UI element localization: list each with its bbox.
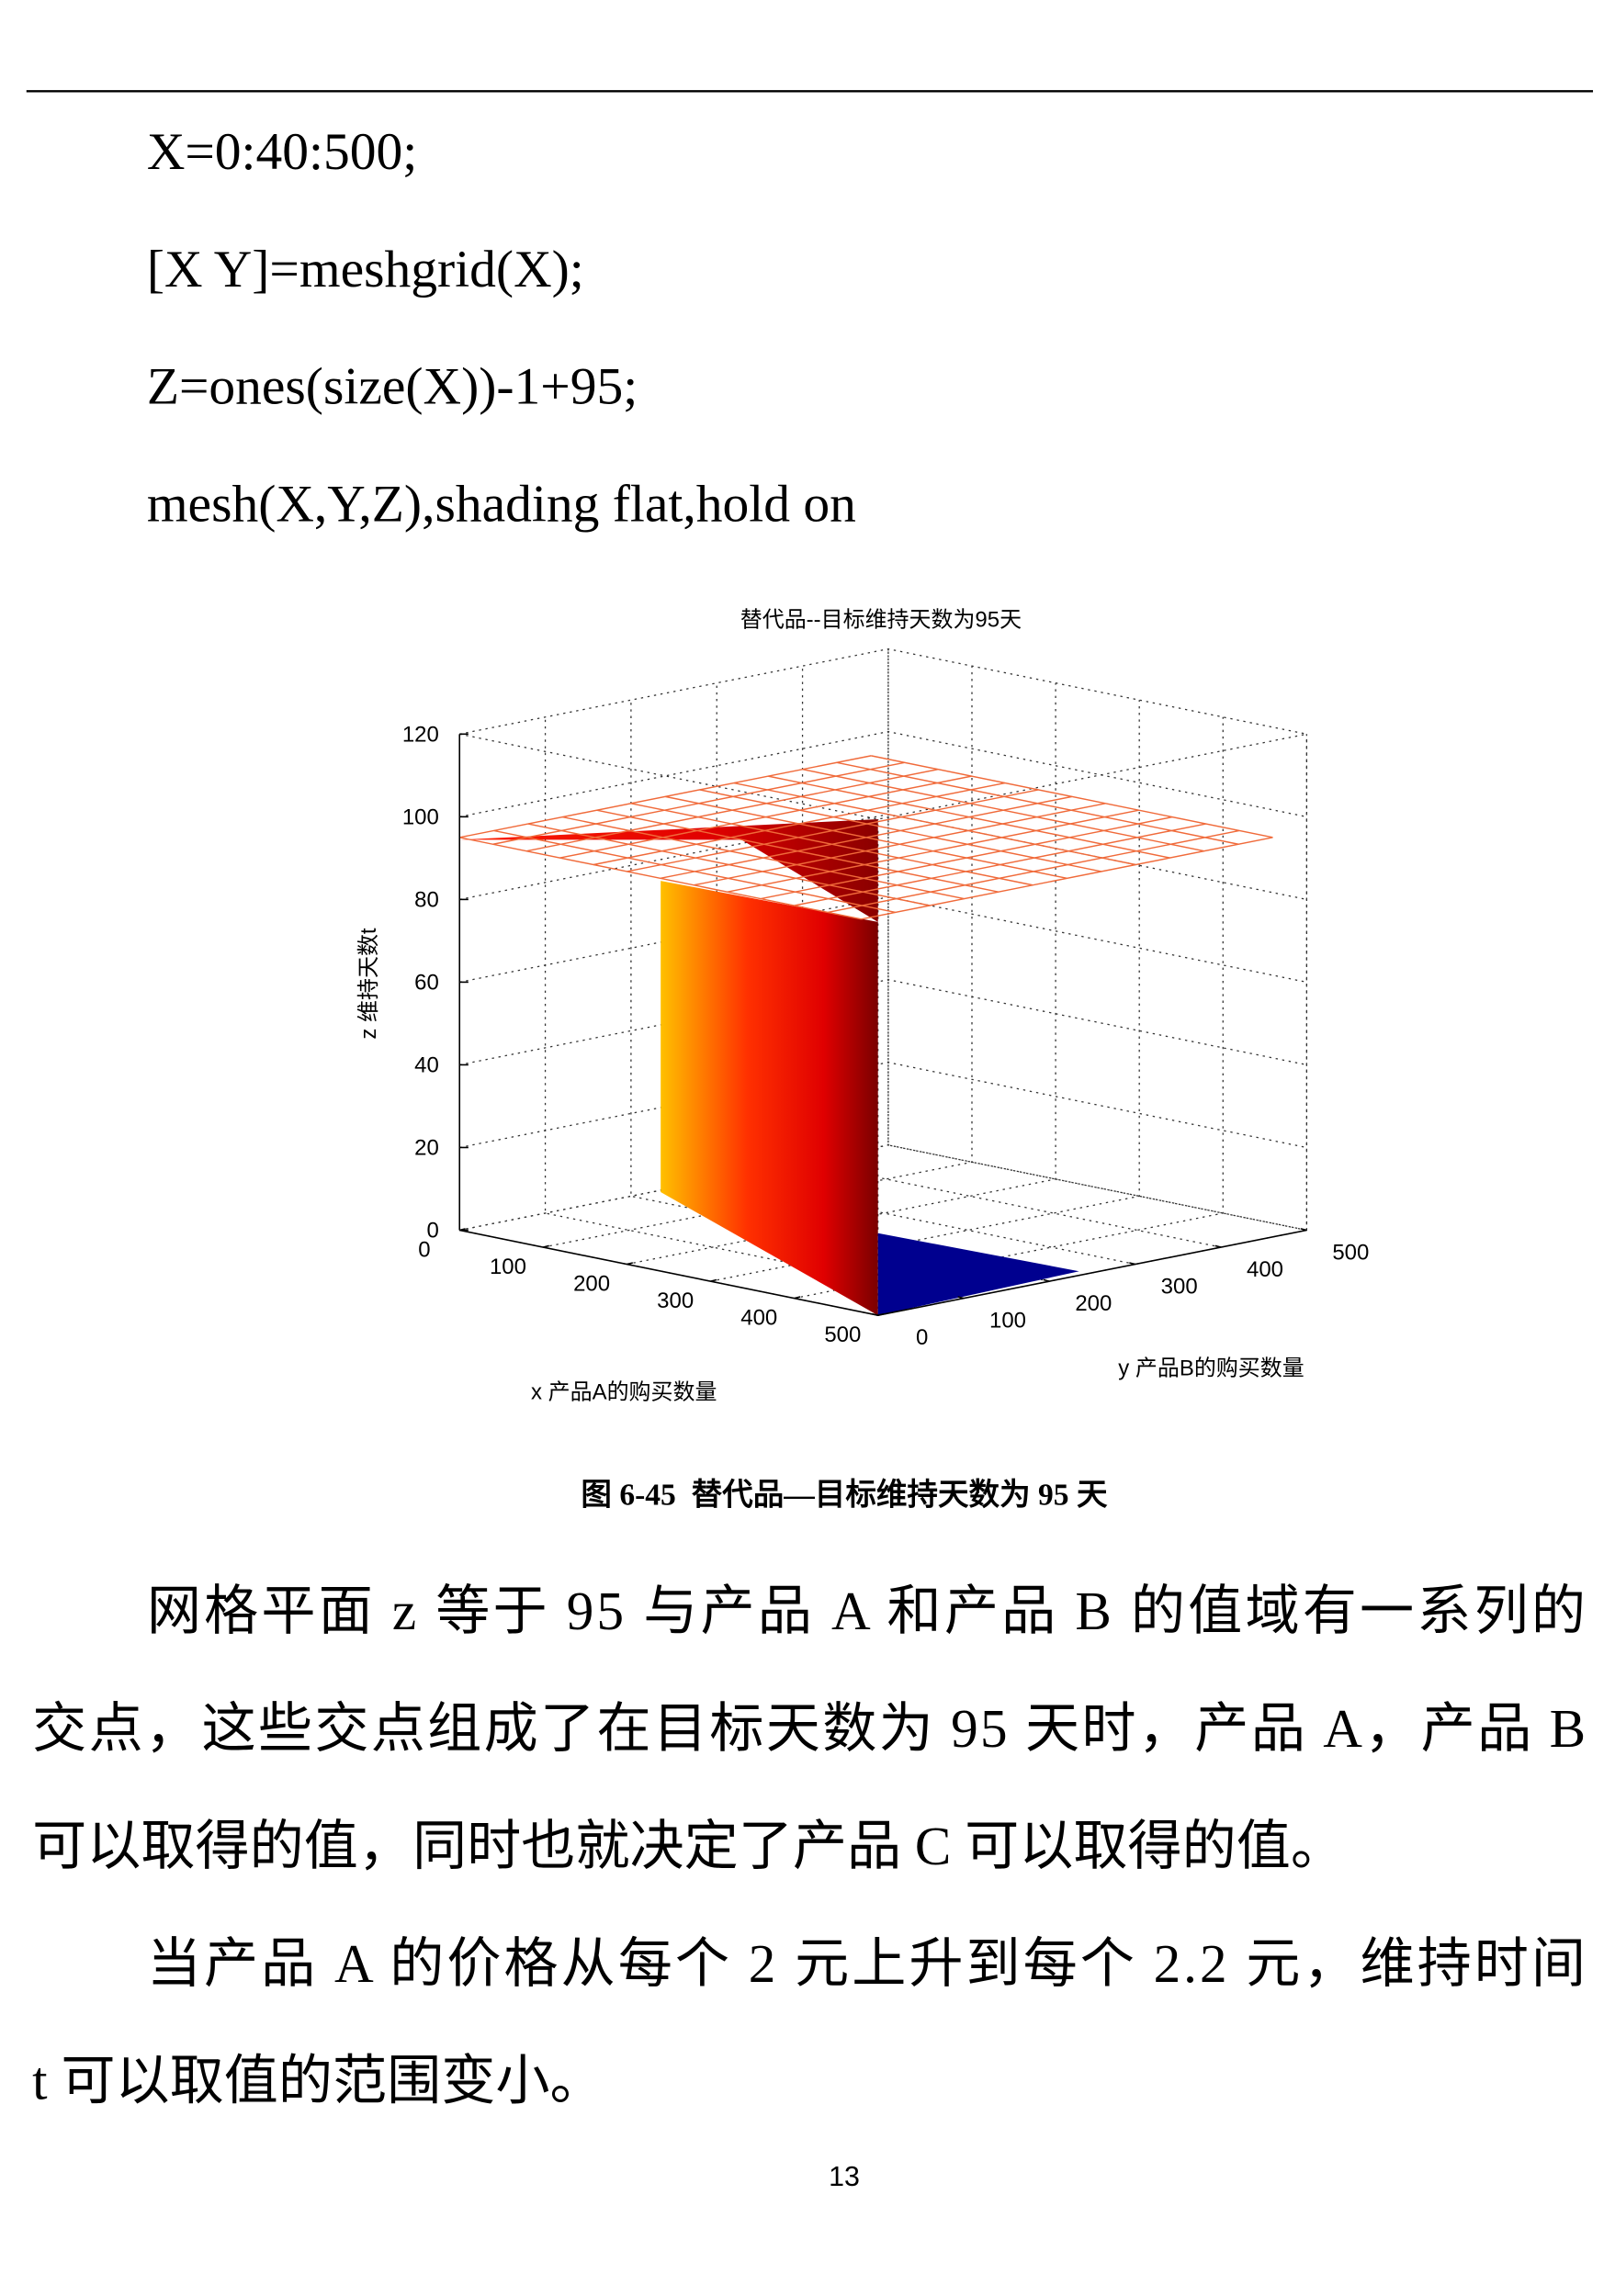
mesh-line	[827, 829, 1240, 914]
code-line: Z=ones(size(X))-1+95;	[147, 358, 638, 416]
x-tick-mark	[627, 1262, 634, 1266]
paragraph-line: 交点，这些交点组成了在目标天数为 95 天时，产品 A，产品 B	[32, 1698, 1586, 1759]
z-grid-line	[459, 730, 1307, 817]
figure-caption: 图 6-45 替代品—目标维持天数为 95 天	[581, 1477, 1108, 1512]
y-tick-label: 400	[1247, 1257, 1283, 1282]
x-tick-label: 0	[418, 1237, 430, 1262]
z-tick-label: 60	[414, 970, 439, 995]
z-grid-line	[459, 1144, 1307, 1232]
surface-panel	[661, 881, 878, 1316]
x-axis-label: x 产品A的购买数量	[531, 1379, 717, 1404]
z-tick-label: 20	[414, 1135, 439, 1160]
z-tick-label: 120	[402, 722, 439, 747]
z-grid-line	[459, 647, 1307, 735]
x-tick-label: 300	[657, 1289, 694, 1313]
x-tick-mark	[710, 1278, 717, 1282]
y-axis-label: y 产品B的购买数量	[1118, 1356, 1304, 1381]
paragraph-line: 网格平面 z 等于 95 与产品 A 和产品 B 的值域有一系列的	[147, 1581, 1586, 1641]
z-grid-line	[459, 1062, 1307, 1149]
y-tick-mark	[957, 1296, 965, 1300]
y-tick-label: 100	[989, 1309, 1026, 1334]
x-tick-label: 400	[740, 1305, 777, 1330]
y-tick-label: 500	[1332, 1240, 1369, 1265]
surface-floor	[877, 1232, 1079, 1316]
paragraph-line: t 可以取值的范围变小。	[32, 2051, 604, 2111]
z-grid-line	[459, 979, 1307, 1066]
z-tick-label: 0	[427, 1218, 439, 1243]
mesh-line	[871, 755, 1273, 838]
z-axis-label: z 维持天数t	[356, 928, 381, 1040]
mesh-line	[861, 837, 1273, 920]
code-line: [X Y]=meshgrid(X);	[147, 241, 584, 298]
figure-title: 替代品--目标维持天数为95天	[740, 608, 1022, 633]
y-tick-label: 300	[1161, 1275, 1198, 1300]
x-tick-mark	[459, 1228, 466, 1232]
mesh-line	[802, 768, 1204, 852]
x-grid-line	[877, 734, 1308, 1316]
x-tick-label: 100	[490, 1255, 526, 1279]
x-tick-mark	[543, 1244, 549, 1248]
y-grid-line	[887, 648, 1307, 1232]
y-tick-mark	[1043, 1278, 1050, 1282]
x-tick-mark	[794, 1296, 801, 1300]
z-tick-label: 40	[414, 1052, 439, 1077]
code-line: X=0:40:500;	[147, 123, 417, 181]
y-tick-mark	[872, 1312, 878, 1316]
paragraph-line: 可以取得的值，同时也就决定了产品 C 可以取得的值。	[32, 1816, 1345, 1876]
mesh-plane	[459, 755, 1273, 920]
y-tick-mark	[1300, 1228, 1307, 1232]
y-tick-mark	[1214, 1244, 1222, 1248]
box-edge	[459, 733, 1307, 820]
y-tick-mark	[1129, 1262, 1135, 1266]
z-tick-label: 100	[402, 805, 439, 829]
y-tick-label: 200	[1075, 1291, 1112, 1316]
surface-top	[459, 819, 878, 922]
surfaces	[459, 819, 1079, 1316]
code-line: mesh(X,Y,Z),shading flat,hold on	[147, 476, 856, 534]
mesh-line	[836, 761, 1239, 845]
x-tick-label: 200	[573, 1271, 610, 1296]
z-tick-label: 80	[414, 887, 439, 912]
page-number: 13	[829, 2162, 860, 2192]
x-tick-mark	[877, 1312, 885, 1316]
x-tick-label: 500	[824, 1322, 861, 1347]
y-tick-label: 0	[916, 1325, 928, 1350]
paragraph-line: 当产品 A 的价格从每个 2 元上升到每个 2.2 元，维持时间	[147, 1933, 1586, 1994]
